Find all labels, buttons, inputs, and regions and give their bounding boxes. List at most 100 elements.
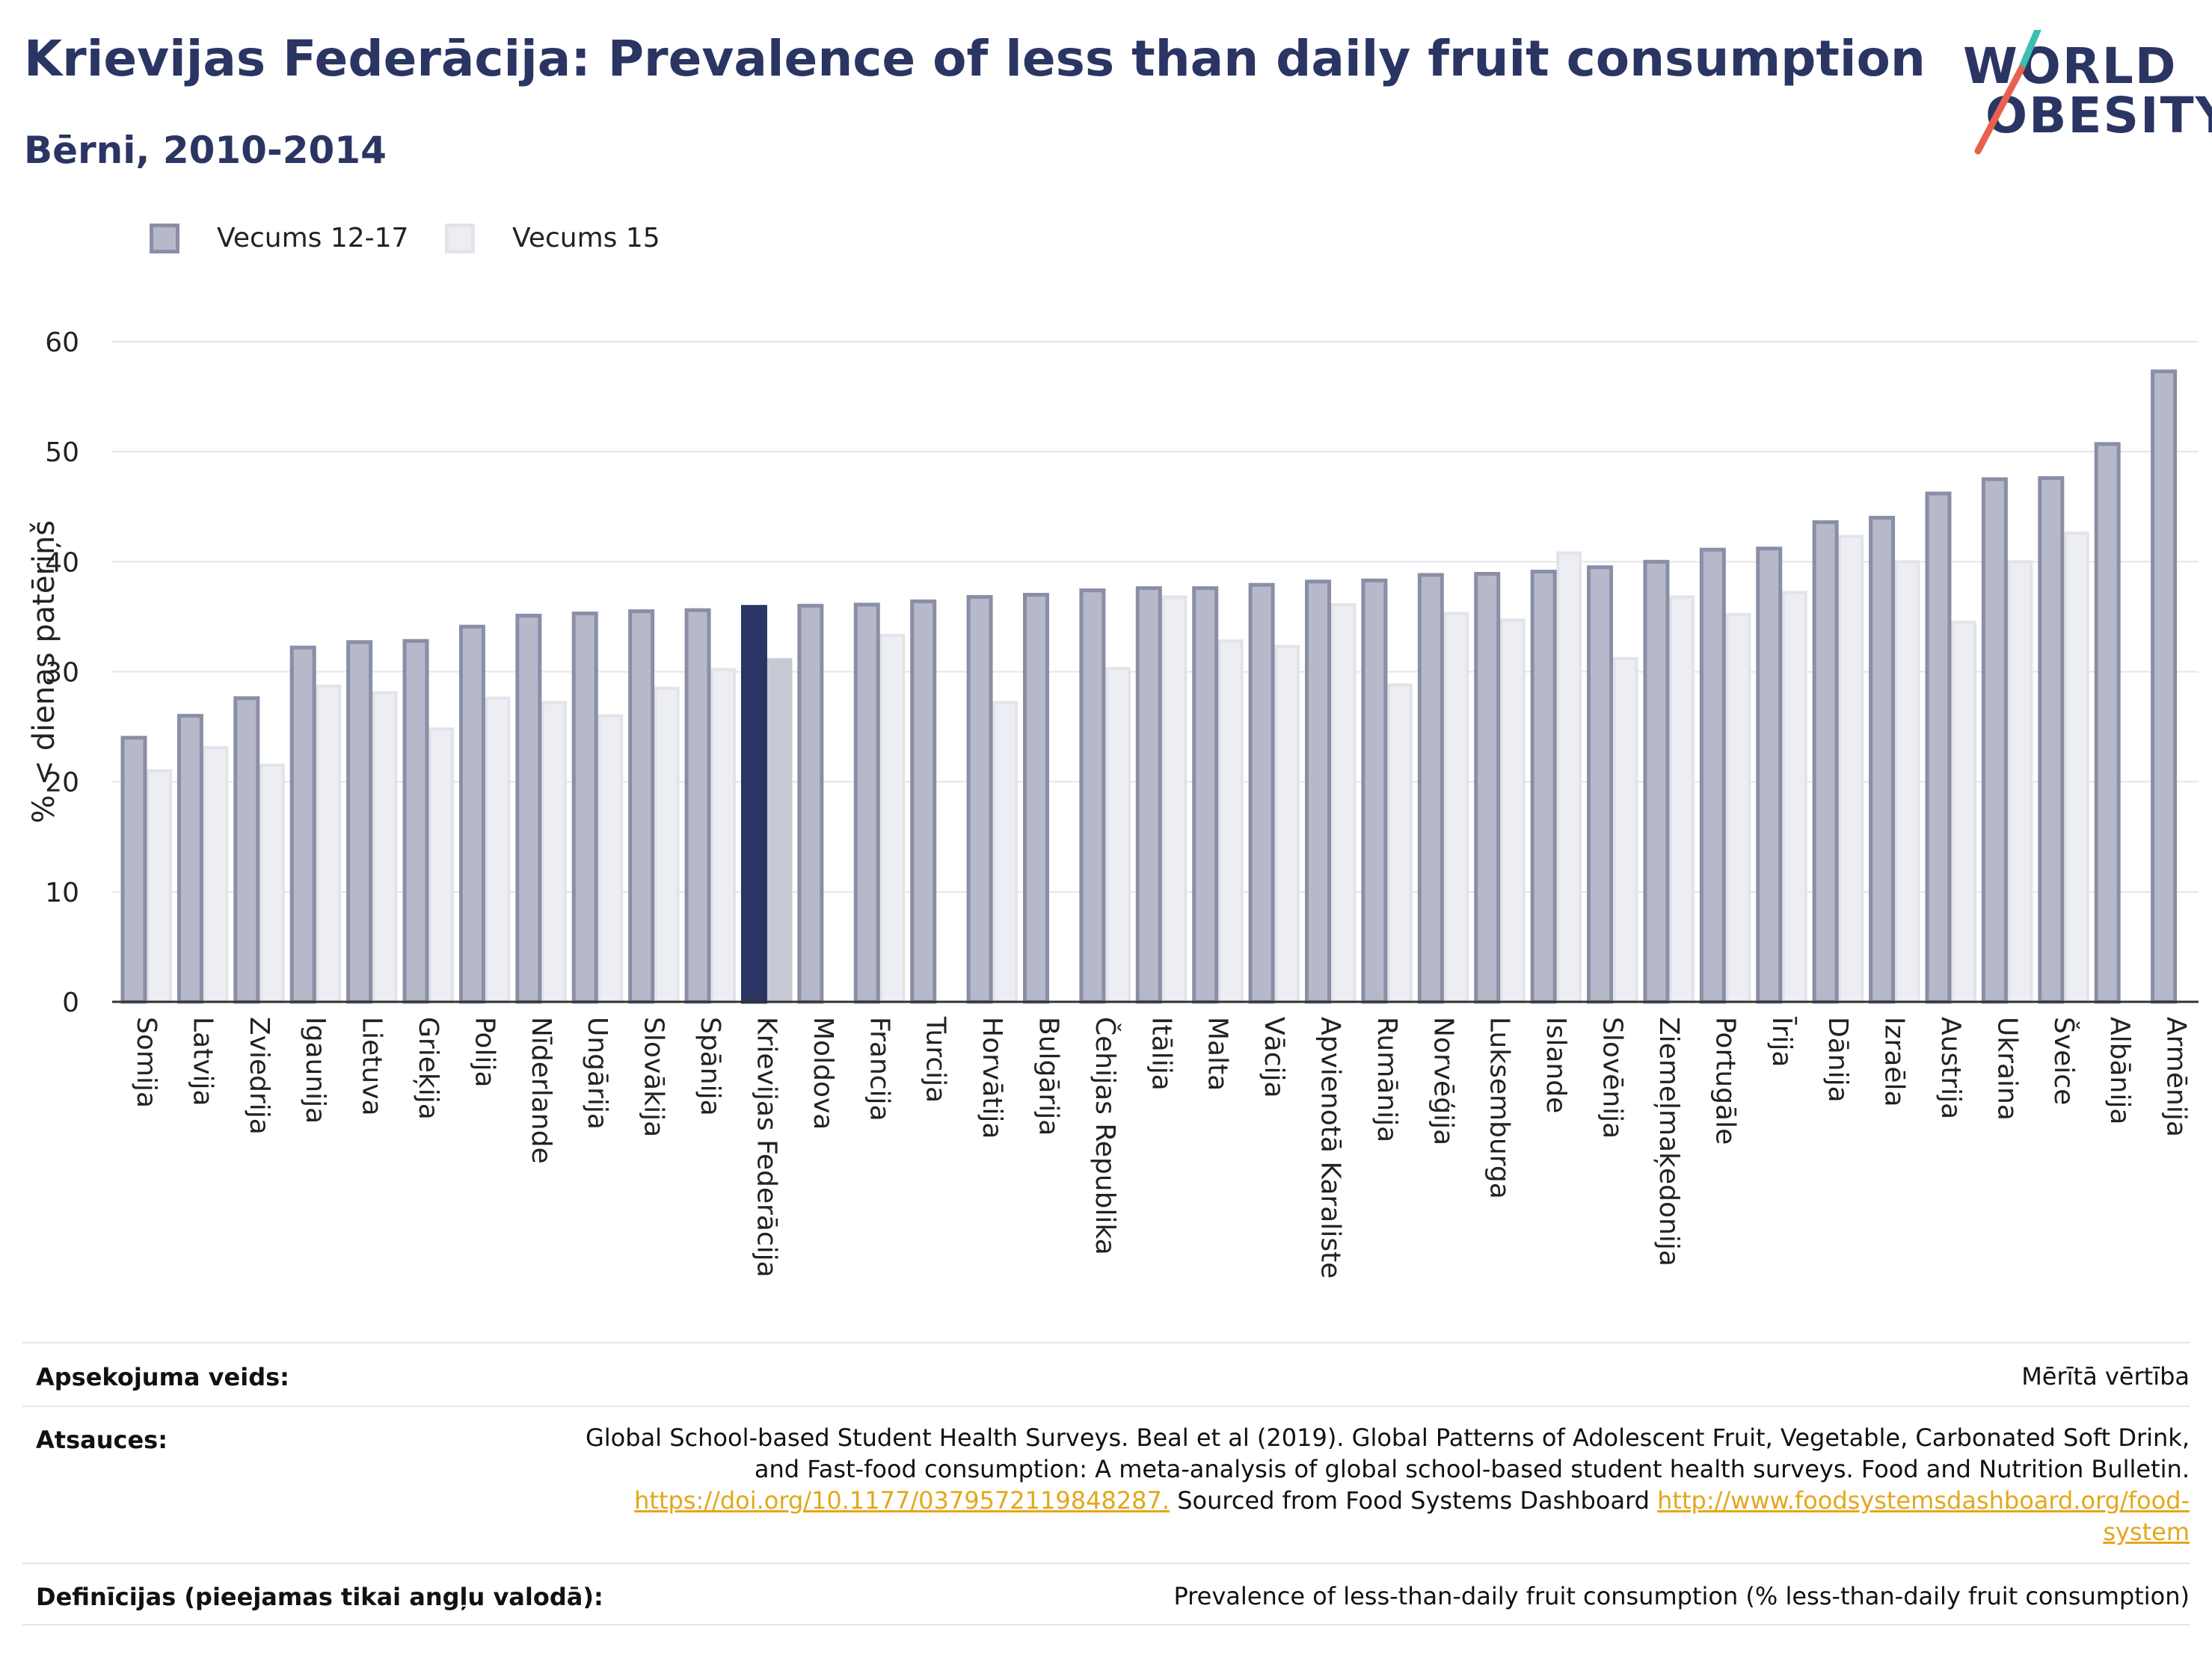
x-tick-label: Ziemeļmaķedonija [1653, 1017, 1684, 1266]
bar-age-12-17 [910, 599, 937, 1004]
bar-age-12-17 [1417, 573, 1444, 1004]
bar-age-15 [1781, 591, 1807, 1003]
x-tick-label: Norvēģija [1428, 1017, 1458, 1145]
bar-age-15 [1894, 560, 1920, 1003]
logo-line-world: WORLD [1963, 37, 2178, 95]
page-subtitle: Bērni, 2010-2014 [24, 129, 387, 172]
bar-age-15 [541, 701, 567, 1003]
bar-age-12-17 [1925, 491, 1952, 1004]
x-tick-label: Čehijas Republika [1090, 1017, 1121, 1255]
x-tick-label: Luksemburga [1484, 1017, 1515, 1199]
x-tick-label: Izraēla [1879, 1017, 1910, 1107]
bar-age-12-17 [1305, 579, 1332, 1004]
bar-age-12-17 [233, 696, 260, 1004]
bar-age-12-17 [571, 612, 598, 1004]
bar-age-12-17 [684, 608, 711, 1004]
x-tick-label: Spānija [695, 1017, 725, 1116]
x-tick-label: Portugāle [1709, 1017, 1740, 1145]
bar-age-15 [710, 668, 737, 1003]
x-tick-label: Rumānija [1371, 1017, 1402, 1142]
x-tick-label: Šveice [2048, 1017, 2080, 1105]
references-line-4: system [586, 1516, 2190, 1548]
bar-age-12-17 [966, 594, 993, 1004]
legend-item-age-15[interactable]: Vecums 15 [445, 223, 660, 253]
bar-age-15 [992, 701, 1019, 1003]
x-tick-label: Itālija [1146, 1017, 1176, 1091]
legend-label-age-12-17: Vecums 12-17 [217, 223, 409, 253]
bar-age-15 [259, 763, 285, 1003]
bar-age-15 [2063, 532, 2089, 1003]
bar-age-12-17 [1812, 520, 1839, 1004]
x-tick-label: Vācija [1259, 1017, 1289, 1098]
bar-age-12-17 [1869, 515, 1896, 1004]
food-systems-link-cont[interactable]: system [2103, 1518, 2190, 1546]
bar-age-12-17 [1135, 586, 1162, 1004]
y-tick-label: 0 [62, 988, 79, 1018]
bar-age-12-17 [289, 645, 316, 1004]
doi-link[interactable]: https://doi.org/10.1177/0379572119848287… [634, 1486, 1170, 1515]
y-tick-label: 60 [45, 327, 79, 358]
bar-age-12-17 [740, 605, 767, 1004]
page-title: Krievijas Federācija: Prevalence of less… [24, 30, 1926, 87]
x-tick-label: Lietuva [357, 1017, 387, 1116]
bar-age-12-17 [2038, 475, 2065, 1004]
bar-age-15 [1950, 621, 1976, 1004]
y-axis-label: % < dienas patēriņš [27, 520, 61, 823]
bar-chart: 0 10 20 30 40 50 60 % < dienas patēriņš Somija La… [27, 327, 2199, 1278]
y-tick-label: 40 [45, 547, 79, 578]
x-tick-label: Slovākija [639, 1017, 669, 1137]
bar-age-12-17 [2151, 369, 2178, 1004]
bar-age-15 [485, 696, 511, 1003]
definitions-value: Prevalence of less-than-daily fruit cons… [1173, 1582, 2190, 1610]
survey-type-label: Apsekojuma veids: [36, 1363, 289, 1391]
definitions-label: Definīcijas (pieejamas tikai angļu valod… [36, 1583, 603, 1611]
x-tick-label: Horvātija [977, 1017, 1007, 1139]
x-tick-label: Zviedrija [244, 1017, 274, 1135]
bar-age-15 [654, 686, 680, 1003]
divider [22, 1406, 2190, 1407]
bar-age-15 [597, 714, 624, 1003]
bar-age-15 [879, 633, 906, 1003]
bar-age-12-17 [1079, 588, 1106, 1004]
bar-age-15 [1556, 551, 1582, 1003]
bar-age-15 [147, 769, 172, 1003]
bar-age-12-17 [120, 736, 147, 1004]
legend-item-age-12-17[interactable]: Vecums 12-17 [150, 223, 408, 253]
logo-slash-icon [1974, 30, 2042, 155]
world-obesity-logo[interactable]: WORLD OBESITY [1956, 30, 2212, 157]
bar-age-12-17 [402, 638, 429, 1004]
divider [22, 1624, 2190, 1625]
bar-age-15 [428, 727, 455, 1003]
bar-age-15 [203, 746, 229, 1003]
logo-line-obesity: OBESITY [1985, 87, 2212, 144]
legend-swatch-age-12-17 [150, 223, 179, 253]
x-tick-label: Īrija [1766, 1017, 1797, 1067]
references-line-3: https://doi.org/10.1177/0379572119848287… [586, 1485, 2190, 1516]
bar-age-15 [1838, 535, 1864, 1003]
y-tick-label: 10 [45, 878, 79, 908]
x-tick-label: Armēnija [2161, 1017, 2192, 1137]
references-line-2: and Fast-food consumption: A meta-analys… [754, 1455, 2190, 1483]
bar-age-12-17 [1248, 582, 1275, 1004]
references-label: Atsauces: [36, 1426, 168, 1454]
bar-age-15 [1105, 667, 1131, 1004]
bar-age-15 [1725, 612, 1751, 1003]
bar-age-15 [316, 684, 342, 1003]
bar-age-15 [372, 691, 398, 1003]
bar-age-15 [1274, 644, 1300, 1003]
x-tick-label: Malta [1202, 1017, 1233, 1091]
bar-age-15 [766, 658, 793, 1003]
bar-age-12-17 [1643, 559, 1670, 1004]
food-systems-link[interactable]: http://www.foodsystemsdashboard.org/food… [1657, 1486, 2190, 1515]
bar-age-12-17 [515, 613, 542, 1004]
x-tick-label: Somija [131, 1017, 162, 1108]
bar-age-15 [1161, 595, 1188, 1003]
bar-age-12-17 [1756, 547, 1783, 1004]
legend-label-age-15: Vecums 15 [512, 223, 660, 253]
x-tick-label: Albānija [2104, 1017, 2135, 1124]
bar-age-12-17 [628, 609, 655, 1004]
x-tick-label: Ukraina [1991, 1017, 2022, 1121]
bar-age-15 [1499, 618, 1526, 1003]
x-tick-label: Slovēnija [1597, 1017, 1628, 1139]
x-tick-label: Ungārija [582, 1017, 612, 1130]
